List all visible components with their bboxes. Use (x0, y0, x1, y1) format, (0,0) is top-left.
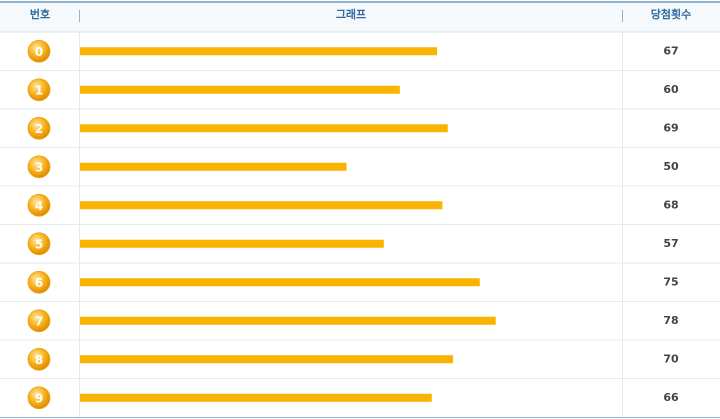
value-label: 78 (663, 314, 678, 327)
ball (27, 155, 51, 179)
ball-number: 4 (35, 199, 43, 213)
ball (27, 270, 51, 294)
value-label: 68 (663, 198, 678, 211)
ball-number: 5 (35, 237, 43, 251)
ball (27, 39, 51, 63)
value-label: 60 (663, 83, 679, 96)
bar (80, 316, 496, 325)
value-label: 66 (663, 391, 679, 404)
ball-number: 7 (35, 314, 43, 328)
ball (27, 347, 51, 371)
column-header: 당첨횟수 (651, 7, 691, 21)
header-bg (0, 2, 720, 32)
ball-number: 9 (35, 391, 43, 405)
ball-number: 8 (35, 353, 43, 367)
bar (80, 393, 432, 402)
ball-number: 0 (35, 45, 43, 59)
bar (80, 124, 448, 133)
bar (80, 47, 438, 56)
column-header: 그래프 (336, 7, 366, 21)
column-header: 번호 (30, 7, 50, 21)
bar (80, 278, 480, 287)
ball (27, 386, 51, 410)
ball (27, 232, 51, 256)
ball (27, 309, 51, 333)
ball-number: 2 (35, 122, 43, 136)
ball (27, 193, 51, 217)
ball-number: 6 (35, 276, 43, 290)
bar (80, 85, 400, 94)
value-label: 57 (663, 237, 678, 250)
bar (80, 239, 384, 248)
value-label: 69 (663, 121, 678, 134)
ball (27, 78, 51, 102)
value-label: 67 (663, 44, 678, 57)
ball-number: 3 (35, 160, 43, 174)
value-label: 70 (663, 352, 679, 365)
value-label: 75 (663, 275, 678, 288)
ball-number: 1 (35, 83, 43, 97)
bar (80, 201, 443, 210)
bar (80, 355, 454, 364)
bar (80, 162, 347, 171)
value-label: 50 (663, 160, 679, 173)
ball (27, 116, 51, 140)
